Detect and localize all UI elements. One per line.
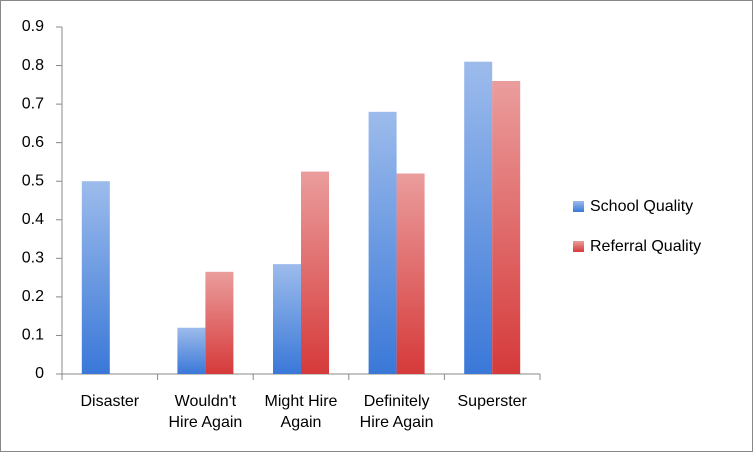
y-tick-label: 0.4 <box>22 211 44 228</box>
legend-label: Referral Quality <box>590 238 701 255</box>
y-tick-label: 0.5 <box>22 172 44 189</box>
x-tick-label: Disaster <box>80 393 140 410</box>
y-tick-label: 0.6 <box>22 134 44 151</box>
y-tick-label: 0.2 <box>22 288 44 305</box>
x-tick-label: Wouldn't Hire Again <box>168 393 243 431</box>
y-tick-label: 0.9 <box>22 18 44 35</box>
bar <box>464 61 493 374</box>
y-tick-label: 0.7 <box>22 95 44 112</box>
bar <box>492 80 521 374</box>
y-tick-label: 0.3 <box>22 250 44 267</box>
bar <box>81 181 110 374</box>
bar <box>301 171 329 374</box>
x-tick-label: Might Hire Again <box>264 393 338 431</box>
bar <box>205 271 234 374</box>
bar <box>177 327 206 374</box>
y-tick-label: 0 <box>35 365 44 382</box>
bar <box>368 111 397 375</box>
x-tick-label: Definitely Hire Again <box>359 393 434 431</box>
y-tick-label: 0.8 <box>22 57 44 74</box>
legend-swatch <box>573 241 584 252</box>
y-tick-label: 0.1 <box>22 327 44 344</box>
legend-label: School Quality <box>590 198 693 215</box>
bar <box>396 173 425 374</box>
legend-swatch <box>573 201 584 212</box>
bar <box>273 264 301 374</box>
x-tick-label: Superster <box>457 393 527 410</box>
